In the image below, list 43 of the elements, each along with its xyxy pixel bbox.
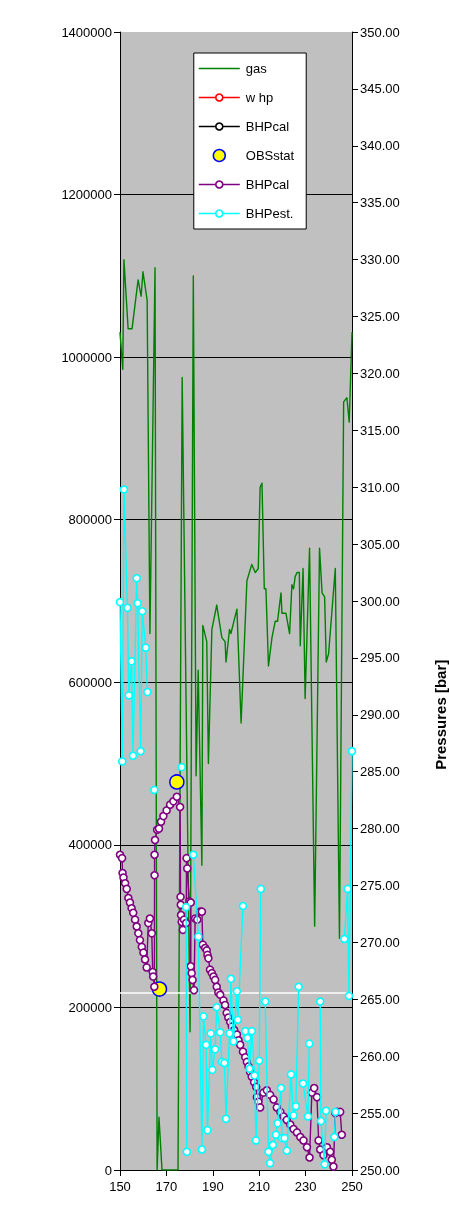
legend-label: gas — [245, 61, 268, 76]
y2-tick-label: 335.00 — [360, 195, 400, 211]
y2-tick-label: 295.00 — [360, 650, 400, 666]
y2-tick-label: 275.00 — [360, 878, 400, 893]
y2-tick-label: 250.00 — [360, 1162, 400, 1178]
legend-label: BHPest. — [245, 206, 294, 221]
y-tick-label: 1200000 — [61, 187, 112, 203]
line-series — [119, 258, 353, 1171]
x-tick-label: 210 — [248, 1179, 271, 1194]
y2-tick-label: 345.00 — [360, 81, 400, 97]
y2-axis-title: Pressures [bar] — [431, 659, 449, 770]
y-tick-label: 400000 — [68, 837, 112, 853]
y2-tick-label: 270.00 — [360, 934, 400, 950]
y2-tick-label: 350.00 — [360, 24, 400, 40]
y2-tick-label: 280.00 — [360, 821, 400, 837]
y2-tick-label: 255.00 — [360, 1105, 400, 1121]
y-tick-label: 0 — [104, 1162, 112, 1178]
x-tick-label: 150 — [109, 1179, 131, 1194]
x-tick-label: 230 — [294, 1179, 317, 1194]
y2-tick-label: 300.00 — [360, 593, 400, 609]
y-tick-label: 1400000 — [61, 24, 112, 40]
legend-label: OBSstat — [245, 148, 295, 163]
x-tick-label: 170 — [155, 1179, 178, 1194]
legend-label: w hp — [244, 90, 274, 105]
y2-tick-label: 290.00 — [360, 707, 400, 723]
y2-tick-label: 305.00 — [360, 536, 400, 552]
legend-label: BHPcal — [245, 177, 290, 192]
y-tick-label: 800000 — [68, 512, 112, 528]
y2-tick-label: 265.00 — [360, 991, 400, 1007]
x-tick-label: 250 — [341, 1179, 363, 1194]
y-tick-label: 1000000 — [61, 349, 112, 365]
x-tick-label: 190 — [201, 1179, 224, 1194]
y2-tick-label: 285.00 — [360, 764, 400, 780]
legend-label: BHPcal — [245, 119, 290, 134]
y2-tick-label: 310.00 — [360, 479, 400, 495]
y-tick-label: 600000 — [68, 674, 112, 690]
y2-tick-label: 315.00 — [360, 422, 400, 438]
y2-tick-label: 340.00 — [360, 138, 400, 154]
y-tick-label: 200000 — [68, 999, 112, 1015]
y2-tick-label: 320.00 — [360, 365, 400, 381]
y2-tick-label: 260.00 — [360, 1048, 400, 1064]
y2-tick-label: 325.00 — [360, 309, 400, 324]
y2-tick-label: 330.00 — [360, 252, 400, 268]
